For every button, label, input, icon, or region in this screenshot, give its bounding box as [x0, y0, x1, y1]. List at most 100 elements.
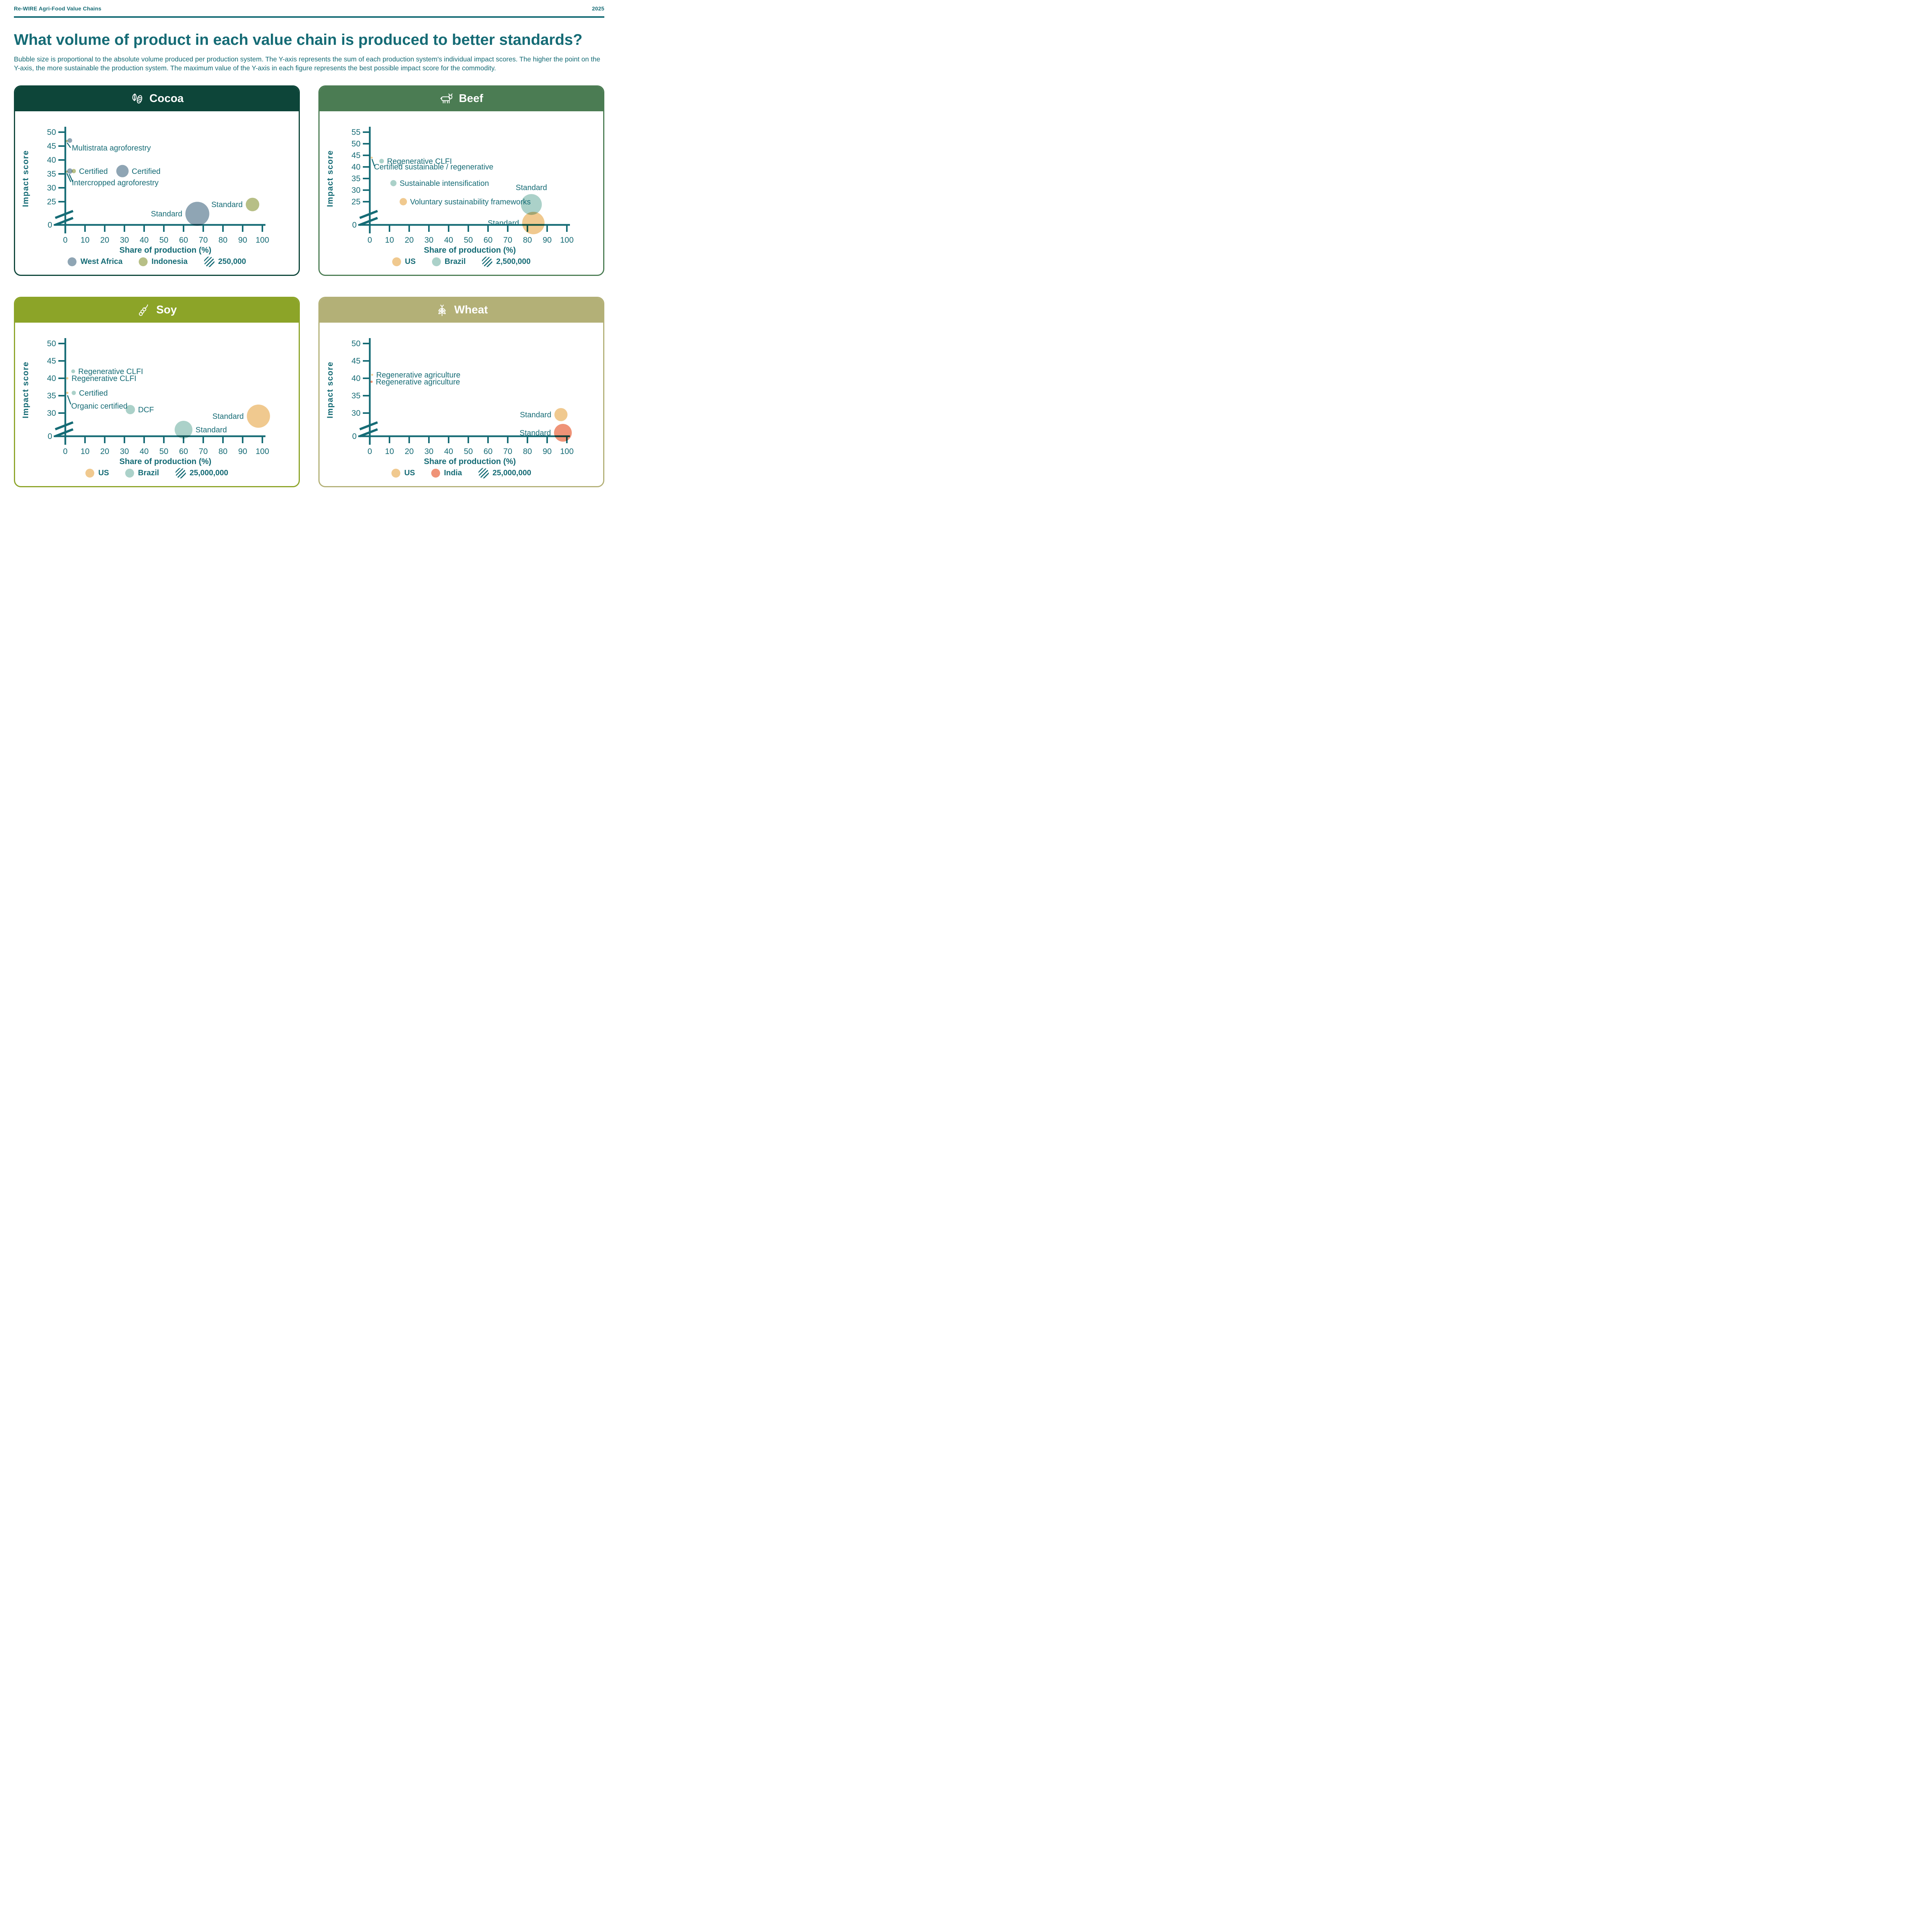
bubble-label: Regenerative CLFI — [387, 157, 452, 166]
x-axis-title: Share of production (%) — [424, 246, 516, 255]
size-reference-label: 2,500,000 — [496, 257, 531, 266]
x-tick-label: 30 — [424, 236, 433, 245]
y-tick-label: 40 — [47, 374, 56, 383]
panel-title: Wheat — [454, 304, 488, 316]
legend-item-west-africa: West Africa — [68, 257, 122, 266]
x-tick-label: 80 — [218, 236, 227, 245]
cocoa-pod-icon — [130, 92, 144, 106]
panel-title: Beef — [459, 92, 483, 105]
y-tick-label: 35 — [47, 391, 56, 400]
bubble-label: Certified — [132, 167, 160, 175]
bubble-standard — [247, 404, 270, 428]
axis-break-slash — [54, 428, 74, 437]
x-tick-label: 30 — [120, 236, 129, 245]
callout-line — [66, 173, 71, 182]
bubble-certified — [71, 168, 76, 173]
bubble-chart-wheat: 0 10 20 30 40 50 60 70 80 90 100 50 45 40 35 30 0 Share o… — [326, 338, 574, 466]
bubble-label: Certified — [79, 167, 107, 175]
bubble-standard — [175, 420, 192, 439]
y-tick-label: 35 — [352, 174, 361, 183]
bubble-label: Sustainable intensification — [400, 179, 489, 188]
x-tick-label: 0 — [63, 236, 68, 245]
x-tick-label: 40 — [444, 236, 453, 245]
x-tick-label: 0 — [63, 447, 68, 456]
bubble-label: Regenerative agriculture — [376, 371, 461, 379]
x-tick-label: 100 — [255, 447, 269, 456]
top-bar: Re-WIRE Agri-Food Value Chains 2025 — [14, 5, 604, 12]
legend-item-brazil: Brazil — [432, 257, 466, 266]
panel-header: Cocoa — [15, 86, 299, 111]
x-tick-label: 10 — [385, 236, 394, 245]
page-title: What volume of product in each value cha… — [14, 31, 583, 48]
brand-text: Re-WIRE Agri-Food Value Chains — [14, 5, 102, 12]
x-tick-label: 20 — [405, 236, 413, 245]
legend-item-brazil: Brazil — [125, 468, 159, 478]
legend-label: West Africa — [80, 257, 123, 266]
callout-line — [67, 395, 71, 405]
y-zero-label: 0 — [48, 432, 52, 441]
bubble-certified — [67, 168, 73, 174]
axis-break-slash — [54, 209, 74, 219]
axis-break-slash — [359, 428, 378, 437]
x-tick-label: 0 — [367, 236, 372, 245]
y-tick-label: 35 — [352, 391, 361, 400]
bubble-sustainable-intensification — [390, 180, 397, 186]
x-tick-label: 60 — [179, 447, 188, 456]
y-tick-label: 40 — [47, 156, 56, 165]
x-axis-title: Share of production (%) — [424, 457, 516, 466]
legend-label: Brazil — [138, 468, 159, 477]
bubble-certified — [116, 165, 129, 177]
x-tick-label: 80 — [218, 447, 227, 456]
bubble-label: Standard — [520, 429, 551, 437]
legend-label: US — [404, 468, 415, 477]
bubble-standard — [185, 201, 209, 226]
chart-legend: US Brazil 2,500,000 — [320, 256, 603, 267]
legend-item-us: US — [85, 468, 109, 478]
bubble-label: Standard — [151, 210, 182, 218]
bubble-standard — [522, 211, 545, 234]
bubble-chart-beef: 0 10 20 30 40 50 60 70 80 90 100 55 50 45 40 35 30 25 0 Sha… — [326, 126, 574, 255]
size-reference-hatch-icon — [175, 468, 186, 478]
panel-title: Cocoa — [149, 92, 184, 105]
size-reference-label: 250,000 — [218, 257, 246, 266]
x-tick-label: 60 — [483, 236, 492, 245]
bubble-label: Regenerative agriculture — [376, 378, 460, 386]
bubble-regenerative-agriculture — [370, 380, 373, 383]
bubble-voluntary-sustainability-frameworks — [400, 198, 407, 206]
y-tick-label: 40 — [352, 374, 361, 383]
legend-item-us: US — [391, 468, 415, 478]
y-tick-label: 45 — [352, 151, 361, 160]
bubble-multistrata-agroforestry — [67, 138, 72, 143]
x-axis-title: Share of production (%) — [119, 246, 211, 255]
size-reference-hatch-icon — [482, 256, 493, 267]
chart-panel-beef: Beef 0 10 20 30 40 50 60 70 80 90 100 55 50 45 40 35 30 25… — [318, 85, 604, 276]
y-tick-label: 35 — [47, 170, 56, 179]
page-description: Bubble size is proportional to the absol… — [14, 55, 600, 72]
bubble-label: Standard — [196, 426, 227, 434]
legend-label: India — [444, 468, 462, 477]
x-tick-label: 10 — [80, 236, 89, 245]
bubble-regenerative-clfi — [379, 158, 384, 163]
x-tick-label: 90 — [238, 447, 247, 456]
bubble-label: Multistrata agroforestry — [72, 144, 151, 152]
x-tick-label: 70 — [199, 236, 207, 245]
bubble-label: Organic certified — [71, 402, 128, 410]
bubble-label: DCF — [138, 406, 154, 414]
x-tick-label: 40 — [139, 447, 148, 456]
x-tick-label: 10 — [385, 447, 394, 456]
x-tick-label: 80 — [523, 447, 532, 456]
y-tick-label: 55 — [352, 128, 361, 137]
bubble-standard — [521, 194, 542, 215]
y-axis-title: Impact score — [326, 150, 335, 207]
bubble-regenerative-clfi — [66, 377, 69, 379]
y-tick-label: 50 — [47, 128, 56, 137]
y-tick-label: 50 — [47, 339, 56, 348]
legend-swatch — [431, 468, 440, 478]
bubble-label: Standard — [516, 184, 547, 192]
chart-panel-wheat: Wheat 0 10 20 30 40 50 60 70 80 90 100 50 45 40 35 30 0 Sh… — [318, 296, 604, 487]
x-tick-label: 20 — [405, 447, 413, 456]
x-tick-label: 20 — [100, 236, 109, 245]
axis-break-slash — [54, 421, 74, 430]
legend-item-bubble-size: 2,500,000 — [482, 256, 531, 267]
panel-header: Beef — [320, 86, 603, 111]
